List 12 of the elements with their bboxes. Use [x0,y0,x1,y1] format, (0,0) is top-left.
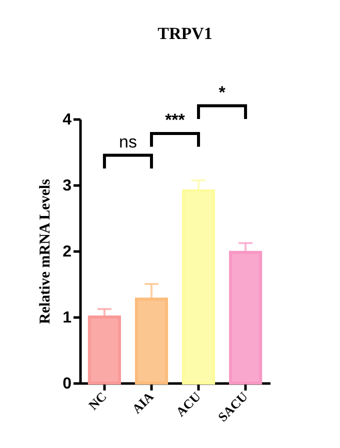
y-tick-label: 4 [62,112,72,128]
y-axis-title: Relative mRNA Levels [38,178,54,324]
chart-title: TRPV1 [158,24,212,43]
x-tick-label: AIA [128,388,157,416]
text: * [218,82,226,102]
annotation: ns [118,132,137,152]
x-tick-label: NC [86,388,110,413]
annotation: *** [165,110,186,130]
y-tick-label: 3 [62,178,72,194]
y-tick-label: 2 [62,244,72,260]
y-tick-label: 1 [62,310,72,326]
y-tick-label: 0 [62,376,72,392]
